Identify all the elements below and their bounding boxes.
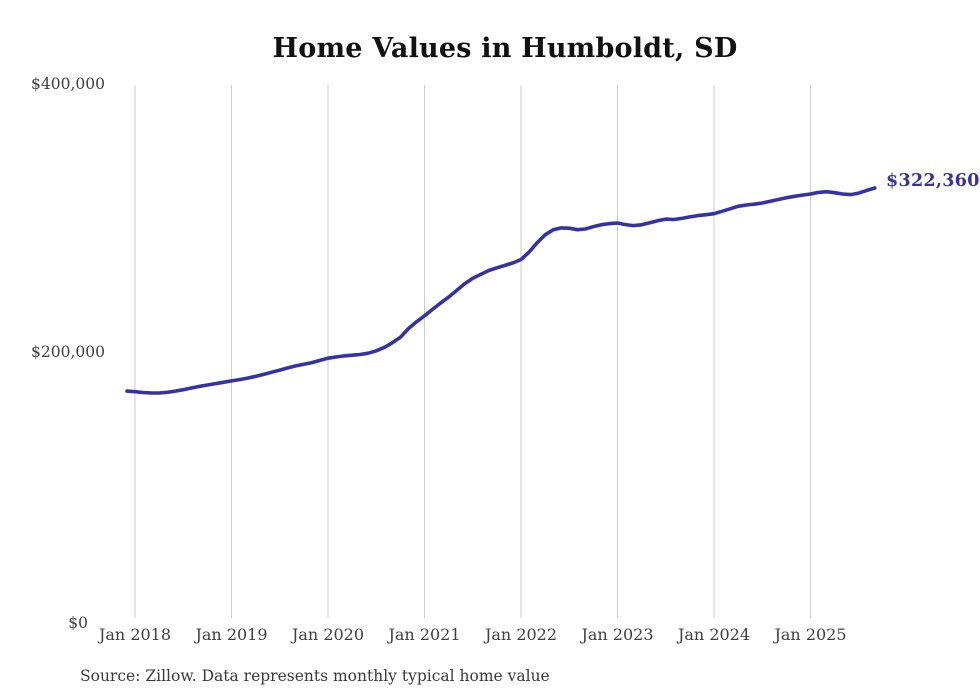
latest-value-label: $322,360 [886,171,980,191]
x-tick-jan-2025: Jan 2025 [774,625,847,644]
source-note: Source: Zillow. Data represents monthly … [80,667,550,685]
home-value-line-series [125,186,877,395]
y-tick-400000: $400,000 [31,75,105,93]
y-tick-200000: $200,000 [31,343,105,361]
x-tick-jan-2023: Jan 2023 [581,625,654,644]
x-tick-jan-2022: Jan 2022 [484,625,558,644]
vertical-gridlines [134,85,811,618]
y-tick-0: $0 [68,614,88,632]
x-tick-jan-2020: Jan 2020 [291,625,365,644]
x-tick-jan-2021: Jan 2021 [388,625,461,644]
x-tick-jan-2024: Jan 2024 [677,625,751,644]
x-tick-jan-2018: Jan 2018 [98,625,172,644]
x-tick-jan-2019: Jan 2019 [195,625,268,644]
chart-title: Home Values in Humboldt, SD [272,33,738,64]
